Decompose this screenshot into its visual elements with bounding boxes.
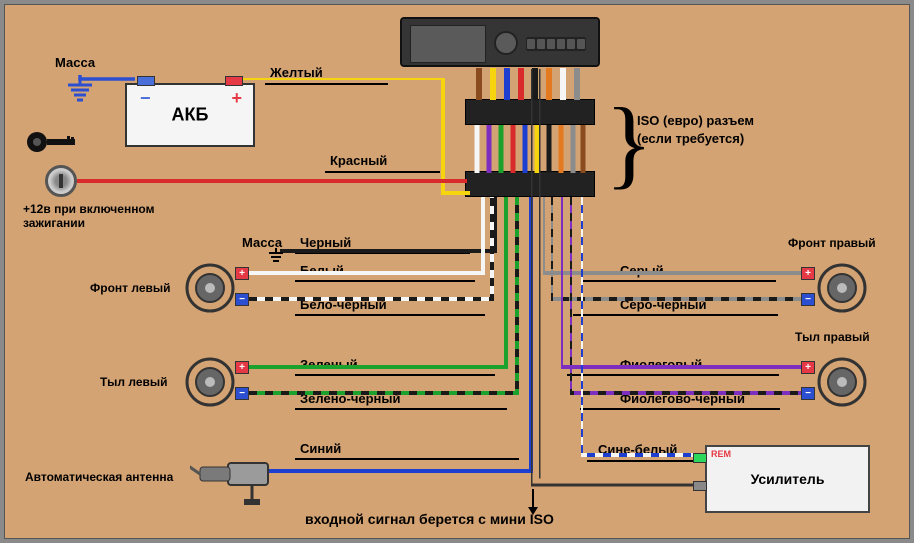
label-input-signal: входной сигнал берется с мини ISO bbox=[305, 511, 554, 527]
ignition-switch bbox=[45, 165, 77, 197]
label-antenna: Автоматическая антенна bbox=[25, 470, 173, 484]
speaker-rear-left bbox=[185, 357, 235, 407]
key-icon bbox=[25, 127, 80, 157]
speaker-front-left bbox=[185, 263, 235, 313]
antenna-icon bbox=[190, 455, 280, 512]
amp-rem-label: REM bbox=[711, 449, 731, 459]
spk-rl-plus: + bbox=[235, 361, 249, 374]
wiring-diagram: Масса − + АКБ +12в при включенном зажига… bbox=[4, 4, 910, 539]
battery-minus: − bbox=[140, 88, 151, 109]
arrow-input bbox=[523, 489, 543, 517]
head-unit bbox=[400, 17, 600, 67]
label-front-left: Фронт левый bbox=[90, 281, 171, 295]
label-ignition: +12в при включенном зажигании bbox=[23, 203, 154, 231]
amp-label: Усилитель bbox=[751, 471, 825, 487]
battery: − + АКБ bbox=[125, 83, 255, 147]
label-rear-left: Тыл левый bbox=[100, 375, 168, 389]
amp-input-terminal bbox=[693, 481, 707, 491]
amp-rem-terminal bbox=[693, 453, 707, 463]
label-massa: Масса bbox=[55, 55, 95, 70]
wire-input-signal-2 bbox=[539, 69, 729, 489]
head-unit-screen bbox=[410, 25, 486, 63]
spk-rl-minus: − bbox=[235, 387, 249, 400]
amplifier: REM Усилитель bbox=[705, 445, 870, 513]
head-unit-knob bbox=[494, 31, 518, 55]
battery-label: АКБ bbox=[172, 105, 209, 126]
head-unit-socket bbox=[526, 37, 586, 51]
wire-batt-ground bbox=[80, 70, 140, 90]
spk-fl-minus: − bbox=[235, 293, 249, 306]
spk-fl-plus: + bbox=[235, 267, 249, 280]
battery-plus: + bbox=[231, 88, 242, 109]
wire-blue bbox=[268, 197, 548, 477]
